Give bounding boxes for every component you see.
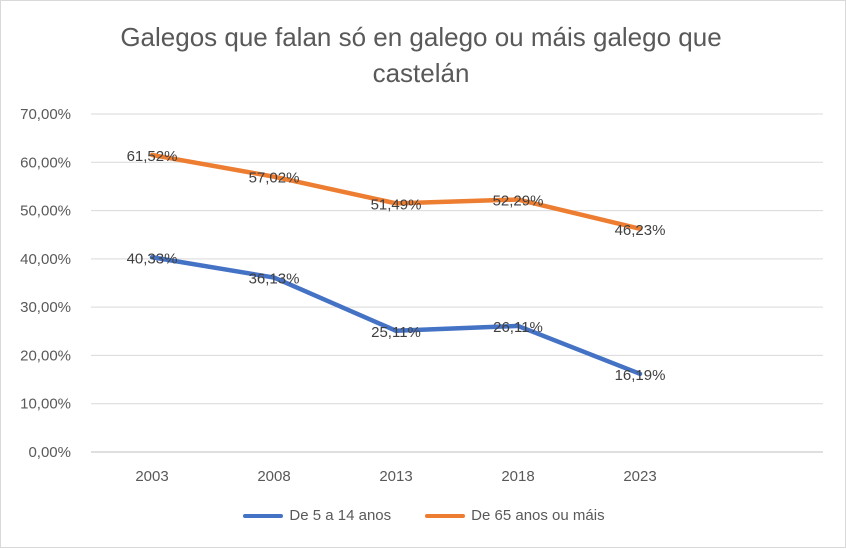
chart-title: Galegos que falan só en galego ou máis g… <box>120 22 722 88</box>
y-tick-label: 70,00% <box>20 106 71 123</box>
x-tick-label: 2013 <box>379 468 412 485</box>
legend-swatch <box>243 513 284 518</box>
legend-swatch <box>425 513 466 518</box>
data-label: 51,49% <box>371 196 422 213</box>
y-tick-label: 20,00% <box>20 347 71 364</box>
data-label: 61,52% <box>127 148 178 165</box>
x-tick-label: 2003 <box>135 468 168 485</box>
y-tick-label: 40,00% <box>20 251 71 268</box>
legend-item-2: De 65 anos ou máis <box>425 507 605 524</box>
data-label: 40,33% <box>127 250 178 267</box>
x-tick-label: 2018 <box>501 468 534 485</box>
x-tick-label: 2023 <box>623 468 656 485</box>
legend-label: De 65 anos ou máis <box>471 507 605 524</box>
legend-label: De 5 a 14 anos <box>289 507 392 524</box>
data-label: 26,11% <box>493 319 543 336</box>
series-line-1 <box>149 255 643 377</box>
y-tick-label: 30,00% <box>20 299 71 316</box>
data-label: 16,19% <box>615 367 666 384</box>
legend-item-1: De 5 a 14 anos <box>243 507 391 524</box>
data-label: 25,11% <box>371 324 421 341</box>
data-label: 57,02% <box>249 170 300 187</box>
y-tick-label: 60,00% <box>20 154 71 171</box>
y-tick-label: 0,00% <box>28 444 71 461</box>
y-tick-label: 50,00% <box>20 203 71 220</box>
data-label: 46,23% <box>615 222 666 239</box>
y-tick-label: 10,00% <box>20 396 71 413</box>
legend: De 5 a 14 anos De 65 anos ou máis <box>1 507 846 524</box>
x-tick-label: 2008 <box>257 468 290 485</box>
data-label: 36,13% <box>249 271 300 288</box>
data-label: 52,29% <box>493 193 544 210</box>
series-line-2 <box>149 152 643 232</box>
